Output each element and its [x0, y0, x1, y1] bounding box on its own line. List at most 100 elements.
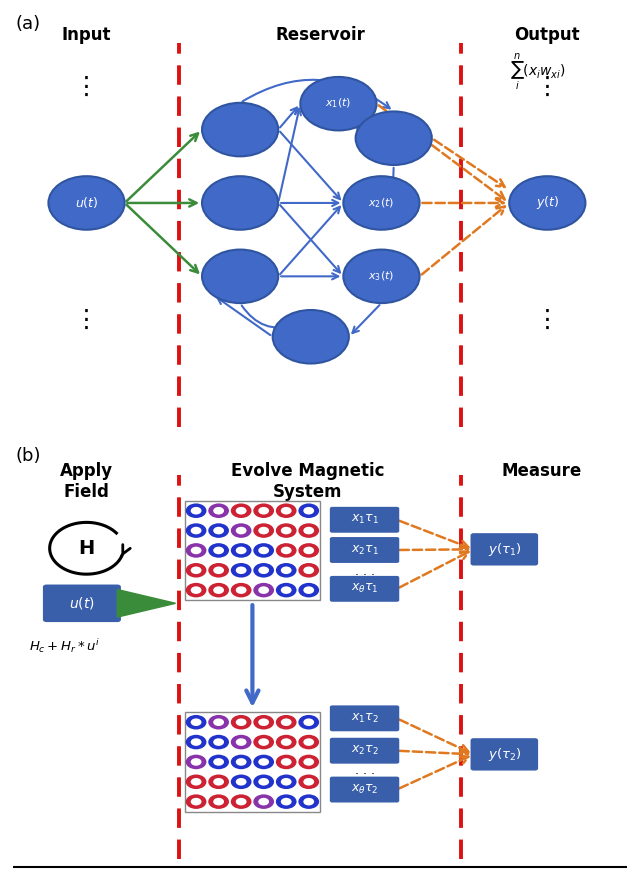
- Circle shape: [253, 774, 274, 789]
- Circle shape: [231, 754, 252, 769]
- FancyArrowPatch shape: [357, 122, 367, 154]
- Circle shape: [276, 563, 296, 577]
- Bar: [185, 501, 320, 600]
- Circle shape: [298, 794, 319, 809]
- Circle shape: [259, 547, 269, 555]
- Circle shape: [259, 778, 269, 786]
- Text: $x_\theta\tau_1$: $x_\theta\tau_1$: [351, 582, 378, 596]
- Circle shape: [208, 735, 229, 749]
- Text: $u(t)$: $u(t)$: [75, 195, 99, 210]
- Circle shape: [208, 715, 229, 730]
- Circle shape: [259, 719, 269, 726]
- Circle shape: [208, 523, 229, 538]
- Circle shape: [213, 507, 224, 514]
- Circle shape: [186, 754, 207, 769]
- Circle shape: [253, 794, 274, 809]
- Text: ⋮: ⋮: [74, 308, 99, 331]
- Text: · · ·: · · ·: [355, 569, 374, 582]
- Circle shape: [191, 567, 202, 574]
- Circle shape: [213, 719, 224, 726]
- Circle shape: [231, 735, 252, 749]
- Circle shape: [298, 543, 319, 558]
- Text: $x_1(t)$: $x_1(t)$: [325, 97, 351, 111]
- Circle shape: [259, 586, 269, 594]
- Circle shape: [236, 758, 246, 766]
- Circle shape: [259, 798, 269, 806]
- Circle shape: [281, 778, 292, 786]
- Circle shape: [186, 543, 207, 558]
- Circle shape: [276, 503, 296, 518]
- Text: $x_3(t)$: $x_3(t)$: [368, 269, 395, 283]
- FancyBboxPatch shape: [330, 738, 399, 764]
- FancyArrowPatch shape: [218, 298, 271, 335]
- Text: $x_\theta\tau_2$: $x_\theta\tau_2$: [351, 783, 378, 796]
- FancyArrowPatch shape: [280, 205, 340, 273]
- Circle shape: [281, 586, 292, 594]
- Circle shape: [213, 547, 224, 555]
- Bar: [185, 712, 320, 812]
- Circle shape: [231, 503, 252, 518]
- Circle shape: [303, 719, 314, 726]
- Text: Output: Output: [515, 26, 580, 44]
- Circle shape: [231, 582, 252, 597]
- FancyArrowPatch shape: [399, 552, 468, 588]
- Circle shape: [298, 582, 319, 597]
- Text: Measure: Measure: [501, 462, 581, 480]
- Circle shape: [202, 249, 278, 303]
- Text: ⋮: ⋮: [74, 74, 99, 99]
- Circle shape: [281, 739, 292, 746]
- FancyBboxPatch shape: [330, 576, 399, 602]
- FancyArrowPatch shape: [281, 273, 339, 279]
- Circle shape: [303, 547, 314, 555]
- Circle shape: [281, 507, 292, 514]
- Circle shape: [236, 719, 246, 726]
- Circle shape: [213, 567, 224, 574]
- Text: $y(\tau_1)$: $y(\tau_1)$: [488, 541, 521, 558]
- Circle shape: [236, 778, 246, 786]
- Circle shape: [231, 563, 252, 577]
- Circle shape: [281, 798, 292, 806]
- Circle shape: [253, 543, 274, 558]
- FancyArrowPatch shape: [127, 133, 198, 201]
- Circle shape: [298, 523, 319, 538]
- FancyBboxPatch shape: [330, 777, 399, 802]
- Circle shape: [191, 798, 202, 806]
- Circle shape: [259, 527, 269, 535]
- Circle shape: [208, 503, 229, 518]
- Text: Apply
Field: Apply Field: [60, 462, 113, 501]
- Circle shape: [276, 715, 296, 730]
- FancyBboxPatch shape: [330, 705, 399, 732]
- Circle shape: [186, 735, 207, 749]
- Circle shape: [343, 249, 420, 303]
- Circle shape: [303, 778, 314, 786]
- Circle shape: [281, 758, 292, 766]
- Circle shape: [49, 176, 125, 229]
- FancyArrowPatch shape: [127, 205, 198, 273]
- Circle shape: [236, 739, 246, 746]
- Text: Evolve Magnetic
System: Evolve Magnetic System: [231, 462, 385, 501]
- FancyArrowPatch shape: [280, 107, 297, 127]
- Text: $y(\tau_2)$: $y(\tau_2)$: [488, 746, 521, 763]
- Circle shape: [186, 582, 207, 597]
- Text: (a): (a): [16, 15, 41, 33]
- Circle shape: [208, 754, 229, 769]
- Circle shape: [281, 719, 292, 726]
- Circle shape: [253, 715, 274, 730]
- FancyArrowPatch shape: [390, 167, 396, 185]
- Circle shape: [208, 582, 229, 597]
- Circle shape: [298, 774, 319, 789]
- Circle shape: [356, 112, 432, 165]
- Circle shape: [259, 567, 269, 574]
- Circle shape: [509, 176, 586, 229]
- Circle shape: [231, 543, 252, 558]
- Circle shape: [273, 310, 349, 364]
- Circle shape: [186, 523, 207, 538]
- FancyArrowPatch shape: [127, 200, 196, 207]
- Circle shape: [191, 739, 202, 746]
- Text: $\sum_{i}^{n}(x_i w_{xi})$: $\sum_{i}^{n}(x_i w_{xi})$: [510, 52, 566, 93]
- Circle shape: [208, 774, 229, 789]
- FancyArrowPatch shape: [399, 719, 468, 753]
- Circle shape: [276, 794, 296, 809]
- Circle shape: [186, 774, 207, 789]
- FancyBboxPatch shape: [43, 584, 121, 622]
